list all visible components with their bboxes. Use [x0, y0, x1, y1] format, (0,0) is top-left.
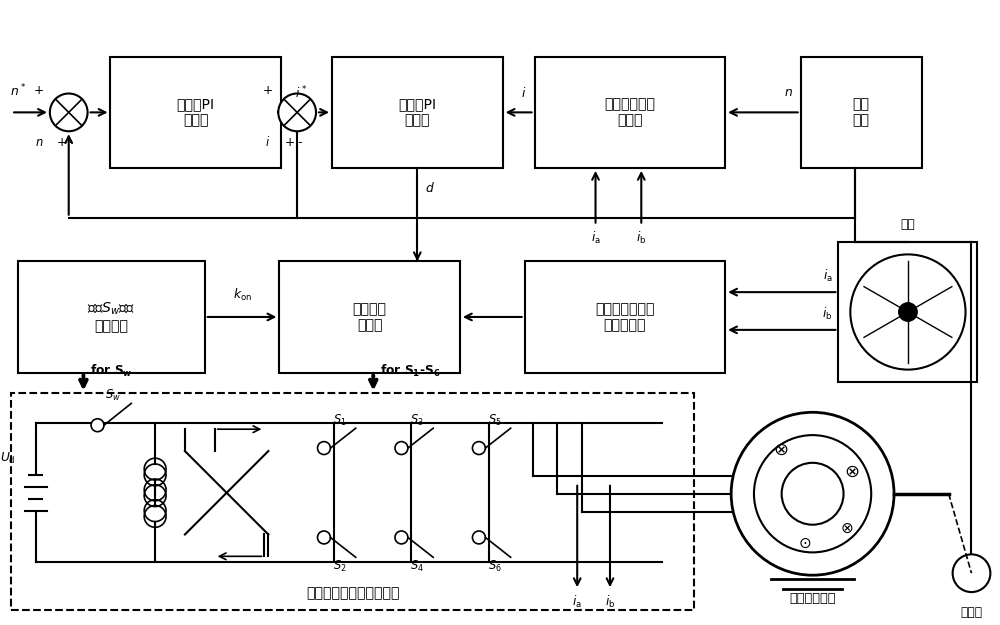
Bar	[332, 57, 503, 168]
Text: ⊙: ⊙	[798, 536, 811, 551]
Text: +: +	[262, 84, 272, 97]
Circle shape	[782, 462, 844, 525]
Text: 转速环PI
控制器: 转速环PI 控制器	[177, 98, 215, 128]
Text: $S_{4}$: $S_{4}$	[410, 559, 424, 574]
Text: 开关矢量
发生器: 开关矢量 发生器	[353, 302, 387, 332]
Circle shape	[395, 531, 408, 544]
Text: $U_\mathrm{d}$: $U_\mathrm{d}$	[0, 451, 16, 466]
Bar	[535, 57, 725, 168]
Text: -: -	[297, 136, 301, 149]
Circle shape	[318, 442, 330, 454]
Circle shape	[91, 419, 104, 432]
Text: 转速
估计: 转速 估计	[853, 98, 870, 128]
Text: $n$: $n$	[35, 136, 43, 149]
Text: 电流环PI
控制器: 电流环PI 控制器	[398, 98, 436, 128]
Text: for $\mathbf{S_w}$: for $\mathbf{S_w}$	[90, 363, 133, 379]
Text: +: +	[57, 136, 67, 149]
Text: 计算$S_w$的导
通占空比: 计算$S_w$的导 通占空比	[87, 301, 136, 333]
Text: $n$: $n$	[784, 86, 793, 99]
Circle shape	[318, 531, 330, 544]
Text: $i$: $i$	[521, 86, 527, 99]
Bar	[18, 261, 205, 372]
Text: +: +	[34, 84, 44, 97]
Text: +: +	[285, 136, 295, 149]
Text: 二极管辅助升降压逆变器: 二极管辅助升降压逆变器	[306, 586, 400, 600]
Circle shape	[472, 531, 485, 544]
Text: $S_{2}$: $S_{2}$	[333, 559, 347, 574]
Text: 无刷直流电机: 无刷直流电机	[789, 591, 836, 604]
Text: 换相和正常导通
阶段标志位: 换相和正常导通 阶段标志位	[595, 302, 655, 332]
Text: $n^*$: $n^*$	[10, 82, 26, 99]
Text: 扇区: 扇区	[901, 218, 915, 231]
Circle shape	[953, 554, 990, 592]
Text: ⊗: ⊗	[841, 521, 854, 536]
Text: $i_\mathrm{a}$: $i_\mathrm{a}$	[591, 229, 600, 246]
Text: $d$: $d$	[425, 181, 435, 195]
Bar	[279, 261, 460, 372]
Circle shape	[731, 412, 894, 575]
Text: $S_{6}$: $S_{6}$	[488, 559, 502, 574]
Text: $k_\mathrm{on}$: $k_\mathrm{on}$	[233, 287, 252, 303]
Text: $S_{1}$: $S_{1}$	[333, 412, 347, 428]
Text: ⊗: ⊗	[773, 441, 788, 459]
Bar	[11, 394, 694, 610]
Text: $S_w$: $S_w$	[105, 388, 121, 403]
Circle shape	[395, 442, 408, 454]
Circle shape	[50, 94, 88, 131]
Circle shape	[278, 94, 316, 131]
Text: 传感器: 传感器	[960, 606, 983, 619]
Text: for $\mathbf{S_1}$-$\mathbf{S_6}$: for $\mathbf{S_1}$-$\mathbf{S_6}$	[380, 363, 441, 379]
Circle shape	[472, 442, 485, 454]
Text: $i$: $i$	[265, 135, 270, 149]
Circle shape	[754, 435, 871, 552]
Circle shape	[899, 302, 917, 321]
Text: $i_\mathrm{b}$: $i_\mathrm{b}$	[822, 306, 832, 322]
Bar	[525, 261, 725, 372]
Text: $i_\mathrm{b}$: $i_\mathrm{b}$	[605, 594, 615, 610]
Text: ⊗: ⊗	[845, 463, 860, 481]
Bar	[110, 57, 281, 168]
Text: 非换相相电流
选择器: 非换相相电流 选择器	[604, 98, 655, 128]
Text: $i_\mathrm{b}$: $i_\mathrm{b}$	[636, 229, 646, 246]
Text: $i_\mathrm{a}$: $i_\mathrm{a}$	[572, 594, 582, 610]
Circle shape	[850, 254, 966, 369]
Text: $i^*$: $i^*$	[295, 84, 307, 101]
Text: $S_{5}$: $S_{5}$	[488, 412, 502, 428]
Bar	[801, 57, 922, 168]
Text: $S_{3}$: $S_{3}$	[410, 412, 424, 428]
Text: -: -	[68, 136, 73, 149]
Text: $i_\mathrm{a}$: $i_\mathrm{a}$	[823, 268, 832, 284]
Bar	[838, 242, 977, 381]
